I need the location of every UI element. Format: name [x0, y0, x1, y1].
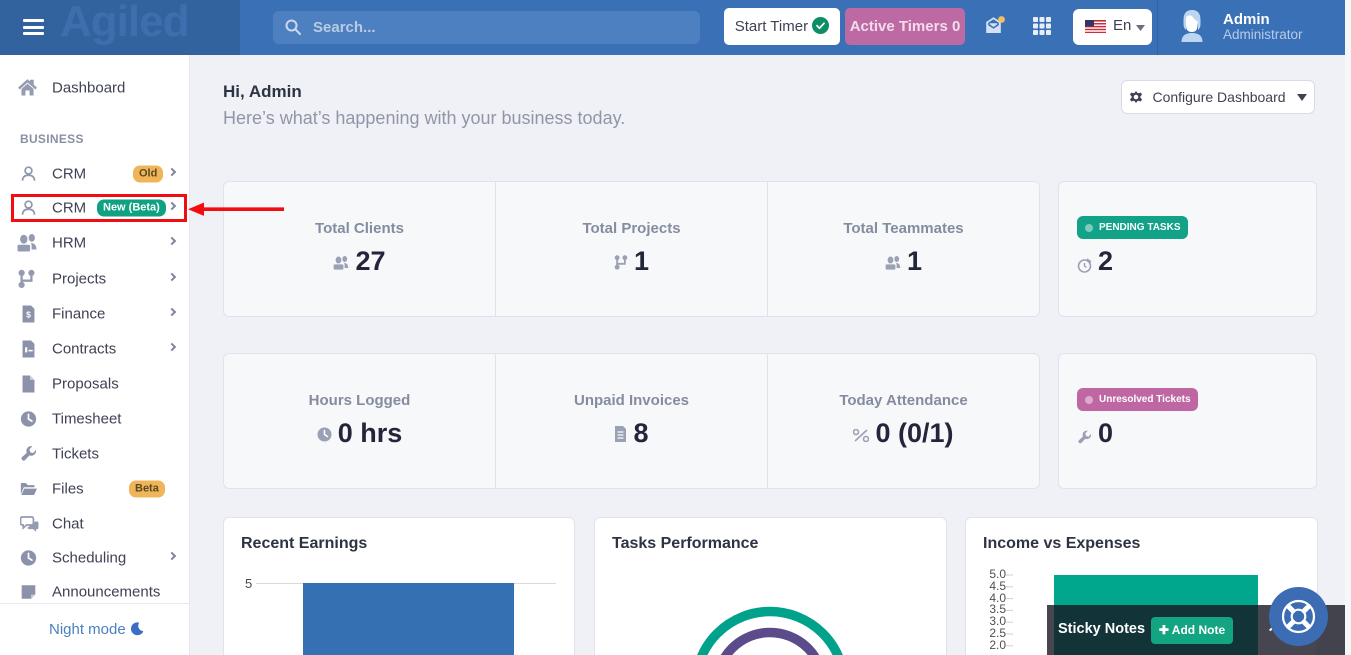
svg-text:$: $	[26, 309, 31, 319]
